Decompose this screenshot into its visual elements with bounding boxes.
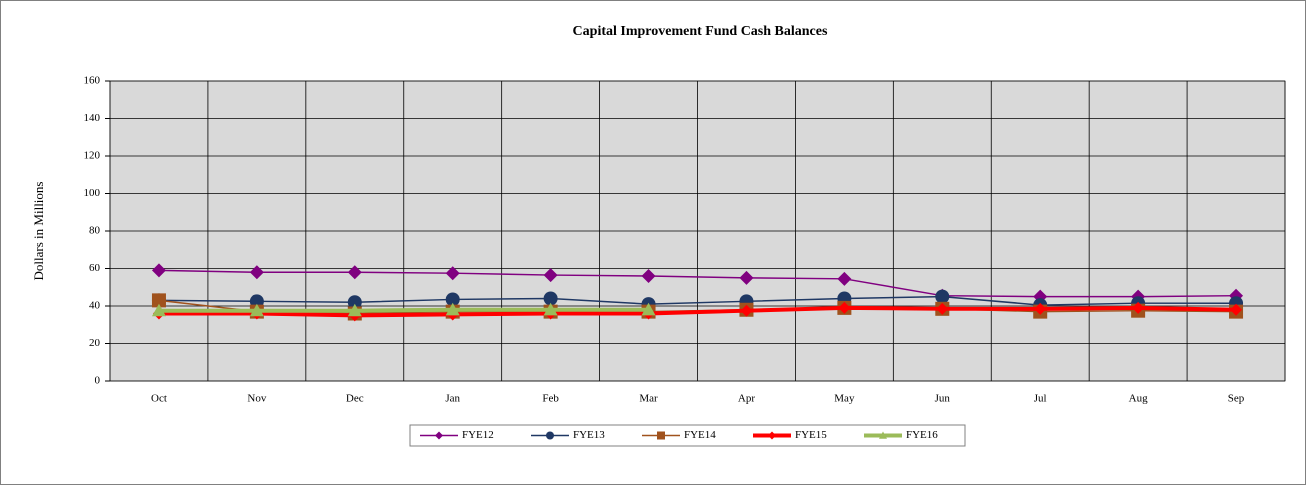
x-tick-label: Mar [639,393,658,405]
marker [347,303,362,317]
marker [1132,301,1145,314]
legend-label: FYE13 [573,429,605,441]
marker [543,302,558,316]
x-tick-label: Apr [738,393,755,405]
y-tick-label: 20 [89,337,101,349]
legend-marker [768,431,776,440]
marker [740,304,753,317]
y-tick-label: 100 [84,187,101,199]
marker [838,301,851,314]
x-tick-label: Jan [445,393,460,405]
series-line [158,307,649,313]
x-tick-label: Sep [1228,393,1245,405]
legend-marker [657,431,665,440]
chart-title: Capital Improvement Fund Cash Balances [573,24,828,39]
x-tick-label: Jul [1034,393,1047,405]
marker [249,303,264,317]
x-tick-label: Nov [247,393,266,405]
marker [936,302,949,315]
marker [837,271,852,286]
marker [739,270,754,285]
x-tick-label: Dec [346,393,364,405]
y-axis-label: Dollars in Millions [31,182,46,281]
marker [641,302,656,316]
x-tick-label: Aug [1129,393,1148,405]
y-tick-label: 160 [84,75,101,87]
marker [641,269,656,283]
marker [151,263,166,278]
y-tick-label: 60 [89,262,101,274]
legend-label: FYE14 [684,429,716,441]
marker [543,291,558,306]
marker [935,289,950,304]
marker [151,303,166,317]
marker [543,268,558,283]
marker [1034,302,1047,315]
marker [445,292,460,307]
x-tick-label: Oct [151,393,167,405]
legend-marker [879,431,887,439]
marker [1230,303,1243,316]
y-tick-label: 0 [95,375,101,387]
y-tick-label: 80 [89,225,101,237]
y-tick-label: 140 [84,112,101,124]
legend-marker [546,431,554,440]
marker [249,265,264,280]
marker [445,302,460,316]
series-line [158,295,1237,306]
marker [445,266,460,281]
series-line [158,269,1237,298]
legend-label: FYE12 [462,429,494,441]
legend-box [409,424,966,447]
x-tick-label: May [834,393,855,405]
x-tick-label: Jun [935,393,951,405]
y-tick-label: 120 [84,150,101,162]
series-line [158,305,1237,318]
marker [347,295,362,310]
y-tick-label: 40 [89,300,101,312]
legend-label: FYE16 [906,429,938,441]
legend-marker [435,431,443,440]
marker [347,265,362,280]
marker [151,293,166,308]
legend-label: FYE15 [795,429,827,441]
x-tick-label: Feb [542,393,559,405]
